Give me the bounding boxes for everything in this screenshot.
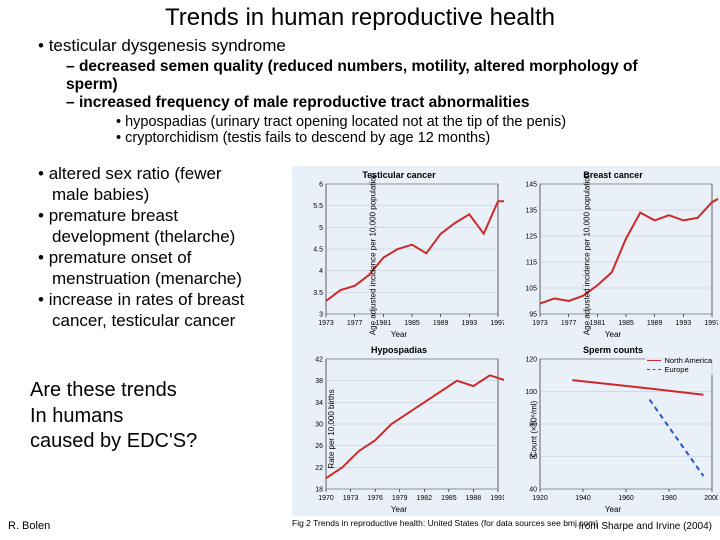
bullet-hypospadias: hypospadias (urinary tract opening locat… (116, 114, 690, 130)
svg-text:1960: 1960 (618, 495, 634, 502)
svg-text:95: 95 (529, 312, 537, 319)
svg-text:1993: 1993 (462, 320, 478, 327)
svg-text:1976: 1976 (367, 495, 383, 502)
svg-text:1989: 1989 (647, 320, 663, 327)
svg-text:26: 26 (315, 443, 323, 450)
svg-text:4: 4 (319, 268, 323, 275)
svg-text:1988: 1988 (466, 495, 482, 502)
svg-text:120: 120 (525, 357, 537, 364)
svg-text:1997: 1997 (490, 320, 504, 327)
top-bullets: testicular dysgenesis syndrome decreased… (0, 36, 720, 146)
bullet-cancer: increase in rates of breast (38, 290, 280, 310)
svg-text:1973: 1973 (318, 320, 334, 327)
svg-text:38: 38 (315, 378, 323, 385)
footer-citation: from Sharpe and Irvine (2004) (579, 521, 712, 532)
svg-text:1991: 1991 (490, 495, 504, 502)
svg-text:3: 3 (319, 312, 323, 319)
svg-text:42: 42 (315, 357, 323, 364)
svg-text:30: 30 (315, 422, 323, 429)
bullet-tds: testicular dysgenesis syndrome decreased… (38, 36, 690, 146)
svg-text:5.5: 5.5 (313, 203, 323, 210)
svg-text:5: 5 (319, 225, 323, 232)
bullet-abnorm: increased frequency of male reproductive… (66, 94, 690, 146)
svg-text:2000: 2000 (704, 495, 718, 502)
svg-text:6: 6 (319, 182, 323, 189)
svg-text:105: 105 (525, 286, 537, 293)
slide-title: Trends in human reproductive health (0, 0, 720, 36)
svg-text:1985: 1985 (441, 495, 457, 502)
svg-text:1973: 1973 (532, 320, 548, 327)
bullet-thelarche: premature breast (38, 206, 280, 226)
svg-text:1973: 1973 (343, 495, 359, 502)
question-text: Are these trends In humans caused by EDC… (30, 378, 197, 455)
svg-text:1920: 1920 (532, 495, 548, 502)
bullet-menarche: premature onset of (38, 248, 280, 268)
svg-text:1993: 1993 (676, 320, 692, 327)
svg-text:1979: 1979 (392, 495, 408, 502)
left-bullets: altered sex ratio (fewer male babies) pr… (30, 164, 280, 331)
svg-text:4.5: 4.5 (313, 247, 323, 254)
svg-text:1982: 1982 (416, 495, 432, 502)
svg-text:125: 125 (525, 234, 537, 241)
charts-panel: Testicular cancer Age adjusted incidence… (292, 166, 720, 516)
svg-text:1977: 1977 (561, 320, 577, 327)
svg-text:135: 135 (525, 208, 537, 215)
svg-text:34: 34 (315, 400, 323, 407)
svg-text:22: 22 (315, 465, 323, 472)
chart-legend: North America Europe (645, 355, 714, 375)
chart-testicular: Testicular cancer Age adjusted incidence… (294, 168, 504, 339)
bullet-cryptorchidism: cryptorchidism (testis fails to descend … (116, 130, 690, 146)
svg-text:1970: 1970 (318, 495, 334, 502)
chart-sperm: Sperm counts Count (×10⁶/ml) 40608010012… (508, 343, 718, 514)
svg-text:1977: 1977 (347, 320, 363, 327)
chart-breast: Breast cancer Age adjusted incidence per… (508, 168, 718, 339)
footer-author: R. Bolen (8, 520, 50, 532)
svg-text:1981: 1981 (590, 320, 606, 327)
svg-text:1985: 1985 (618, 320, 634, 327)
svg-text:115: 115 (526, 260, 537, 267)
bullet-sexratio: altered sex ratio (fewer (38, 164, 280, 184)
svg-text:100: 100 (525, 389, 537, 396)
svg-text:40: 40 (529, 487, 537, 494)
svg-text:1989: 1989 (433, 320, 449, 327)
bullet-semen: decreased semen quality (reduced numbers… (66, 58, 690, 94)
svg-text:1997: 1997 (704, 320, 718, 327)
chart-hypospadias: Hypospadias Rate per 10,000 births 18222… (294, 343, 504, 514)
svg-text:1985: 1985 (404, 320, 420, 327)
svg-text:3.5: 3.5 (313, 290, 323, 297)
svg-text:1980: 1980 (661, 495, 677, 502)
svg-text:18: 18 (315, 487, 323, 494)
svg-text:1940: 1940 (575, 495, 591, 502)
svg-text:145: 145 (525, 182, 537, 189)
svg-text:1981: 1981 (376, 320, 392, 327)
